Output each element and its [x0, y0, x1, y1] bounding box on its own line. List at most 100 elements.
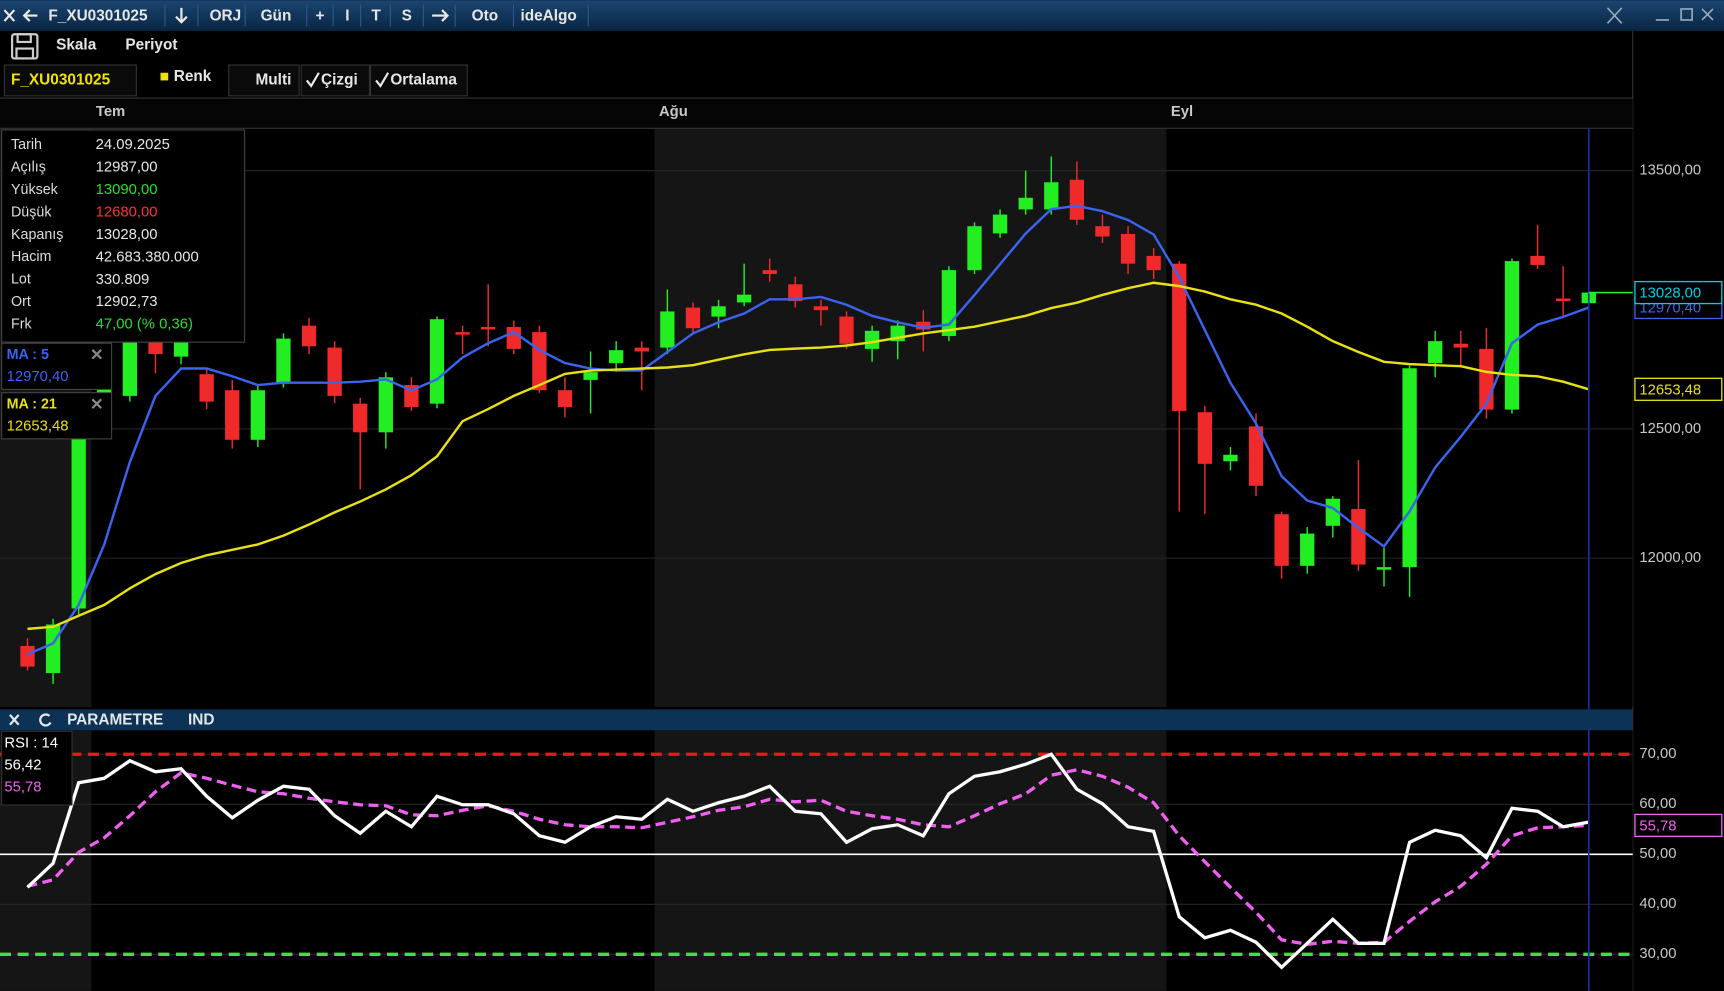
- info-value: 47,00 (% 0,36): [96, 317, 193, 333]
- candle-body: [1300, 533, 1315, 566]
- down-icon[interactable]: [175, 7, 188, 24]
- window-controls[interactable]: [1606, 7, 1714, 24]
- candle-body: [353, 403, 368, 433]
- candle-body: [1274, 514, 1289, 566]
- toolbar-button[interactable]: T: [371, 8, 381, 25]
- back-icon[interactable]: [22, 9, 38, 22]
- y-tick-label: 40,00: [1639, 896, 1676, 912]
- toolbar-button[interactable]: ORJ: [210, 8, 242, 25]
- indicator-line: [27, 768, 1589, 946]
- toolbar-item[interactable]: Çizgi: [321, 72, 358, 89]
- color-swatch: [160, 72, 169, 81]
- toolbar-button[interactable]: Oto: [472, 8, 498, 25]
- toolbar-button[interactable]: [369, 64, 468, 97]
- info-label: Frk: [11, 317, 32, 333]
- toolbar-button[interactable]: S: [402, 8, 412, 25]
- month-band: [1166, 128, 1633, 708]
- candle-body: [967, 226, 982, 271]
- legend-name: RSI : 14: [4, 735, 58, 751]
- candle-body: [1044, 182, 1059, 210]
- indicator-tab[interactable]: IND: [188, 711, 214, 728]
- info-label: Düşük: [11, 204, 52, 220]
- toolbar-button[interactable]: I: [345, 8, 349, 25]
- month-band: [654, 730, 1167, 991]
- info-value: 13090,00: [96, 182, 158, 198]
- month-band: [1166, 730, 1633, 991]
- close-icon[interactable]: [9, 714, 20, 726]
- menu-row: [0, 30, 1633, 64]
- toolbar-button[interactable]: ideAlgo: [520, 8, 576, 25]
- toolbar-button[interactable]: [228, 64, 300, 97]
- candle-body: [1248, 426, 1264, 486]
- indicator-line: [26, 752, 1590, 970]
- candle-body: [455, 332, 470, 335]
- candle-body: [1325, 498, 1340, 526]
- info-label: Hacim: [11, 249, 51, 265]
- candle-body: [532, 332, 547, 391]
- close-icon[interactable]: [3, 9, 16, 22]
- info-label: Lot: [11, 272, 31, 288]
- candle-body: [429, 319, 445, 404]
- candle-body: [45, 624, 61, 674]
- candle-body: [557, 390, 573, 408]
- info-value: 12680,00: [96, 205, 158, 221]
- axis-tag: [1634, 280, 1723, 305]
- save-icon[interactable]: [10, 33, 39, 60]
- candle-body: [1428, 341, 1443, 364]
- candle-body: [1351, 509, 1366, 565]
- info-value: 12987,00: [96, 160, 158, 176]
- candle-body: [583, 372, 598, 380]
- toolbar-button[interactable]: Gün: [261, 8, 292, 25]
- refresh-icon[interactable]: [39, 713, 52, 727]
- menu-item[interactable]: Skala: [56, 36, 97, 53]
- candle-body: [276, 338, 291, 383]
- y-tick-label: 30,00: [1639, 946, 1676, 962]
- x-tick-label: Ağu: [659, 104, 688, 120]
- candle-body: [1504, 261, 1520, 410]
- toolbar-item[interactable]: Ortalama: [390, 72, 457, 89]
- x-tick-label: Eyl: [1171, 104, 1193, 120]
- candle-body: [301, 325, 317, 347]
- symbol-box[interactable]: [3, 64, 137, 97]
- candle-body: [1146, 255, 1161, 271]
- candle-body: [1530, 255, 1545, 265]
- axis-tag-label: 13028,00: [1639, 286, 1701, 302]
- y-tick-label: 60,00: [1639, 796, 1676, 812]
- axis-tag: [1634, 377, 1723, 401]
- candle-body: [1018, 197, 1033, 210]
- candle-body: [609, 350, 624, 364]
- toolbar-item[interactable]: Renk: [174, 68, 212, 85]
- toolbar-button[interactable]: +: [315, 8, 324, 25]
- ma-line: [27, 281, 1590, 631]
- forward-icon[interactable]: [432, 9, 450, 22]
- candle-body: [404, 385, 419, 408]
- info-label: Açılış: [11, 160, 46, 176]
- title-bar: [0, 0, 1724, 31]
- candle-body: [1197, 412, 1212, 464]
- legend-box: [1, 730, 73, 806]
- ma-line: [27, 204, 1590, 656]
- toolbar-button[interactable]: [300, 64, 370, 97]
- y-tick-label: 50,00: [1639, 846, 1676, 862]
- candle-body: [736, 294, 752, 303]
- candle-body: [1172, 263, 1187, 411]
- candle-body: [71, 434, 86, 609]
- candle-body: [813, 306, 829, 311]
- candle-body: [762, 270, 777, 274]
- legend-value: 12653,48: [7, 419, 69, 435]
- check-icon: [375, 72, 390, 88]
- candle-body: [327, 347, 342, 396]
- y-tick-label: 70,00: [1639, 746, 1676, 762]
- legend-close[interactable]: [91, 349, 102, 360]
- indicator-tab[interactable]: PARAMETRE: [67, 711, 163, 728]
- candle-body: [1095, 226, 1110, 237]
- candle-body: [1402, 368, 1417, 568]
- legend-close[interactable]: [91, 398, 102, 409]
- legend-name: MA : 21: [7, 397, 57, 413]
- menu-item[interactable]: Periyot: [125, 36, 177, 53]
- axis-tag-label: 12653,48: [1639, 382, 1701, 398]
- candle-body: [839, 316, 854, 344]
- toolbar-item[interactable]: Multi: [255, 72, 291, 89]
- month-band: [654, 128, 1167, 708]
- y-tick-label: 13500,00: [1639, 163, 1701, 179]
